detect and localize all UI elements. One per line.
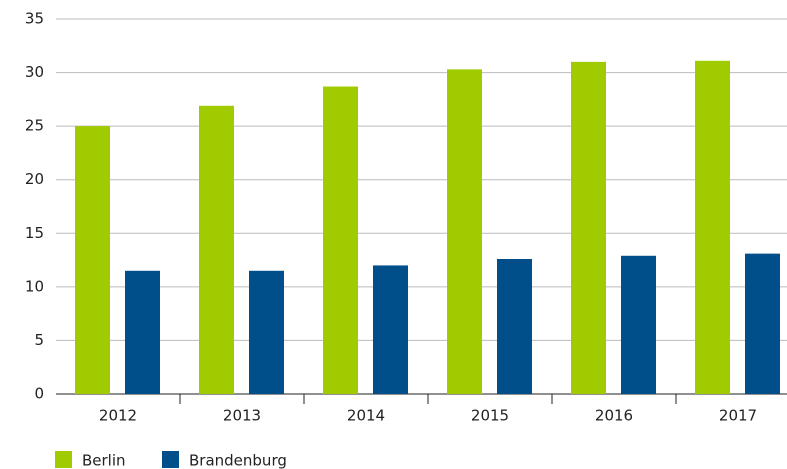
x-tick-label: 2015 [471,407,509,425]
y-tick-label: 0 [34,385,44,403]
y-tick-label: 5 [34,331,44,349]
y-tick-label: 15 [25,224,44,242]
y-tick-label: 30 [25,63,44,81]
bar [695,60,730,395]
y-tick-label: 10 [25,277,44,295]
bar [745,253,780,394]
bar [447,69,482,394]
y-tick-label: 25 [25,117,44,135]
x-tick-label: 2013 [223,407,261,425]
legend-label: Berlin [82,452,126,469]
x-tick-label: 2014 [347,407,385,425]
x-tick-label: 2017 [719,407,757,425]
y-tick-label: 35 [25,10,44,28]
bar [323,86,358,394]
legend-swatch [162,451,179,468]
x-tick-label: 2012 [99,407,137,425]
y-tick-label: 20 [25,170,44,188]
bar [571,61,606,394]
bar [249,270,284,394]
bar [497,259,532,394]
legend-swatch [55,451,72,468]
bar [373,265,408,394]
x-tick-label: 2016 [595,407,633,425]
bar [621,255,656,394]
bar [199,105,234,395]
bar [125,270,160,394]
bar [75,126,110,395]
legend-label: Brandenburg [189,452,287,469]
